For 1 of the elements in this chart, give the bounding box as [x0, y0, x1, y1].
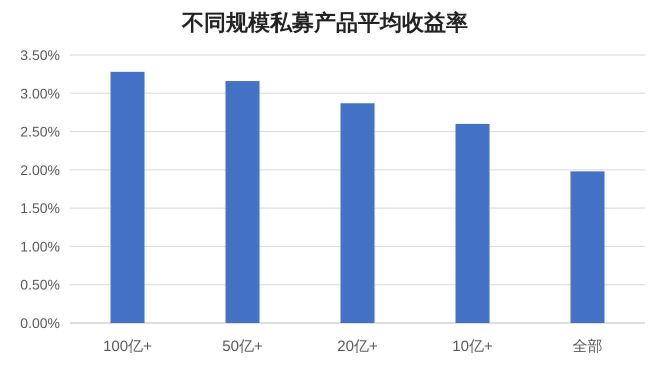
title: 不同规模私募产品平均收益率 — [182, 10, 468, 35]
